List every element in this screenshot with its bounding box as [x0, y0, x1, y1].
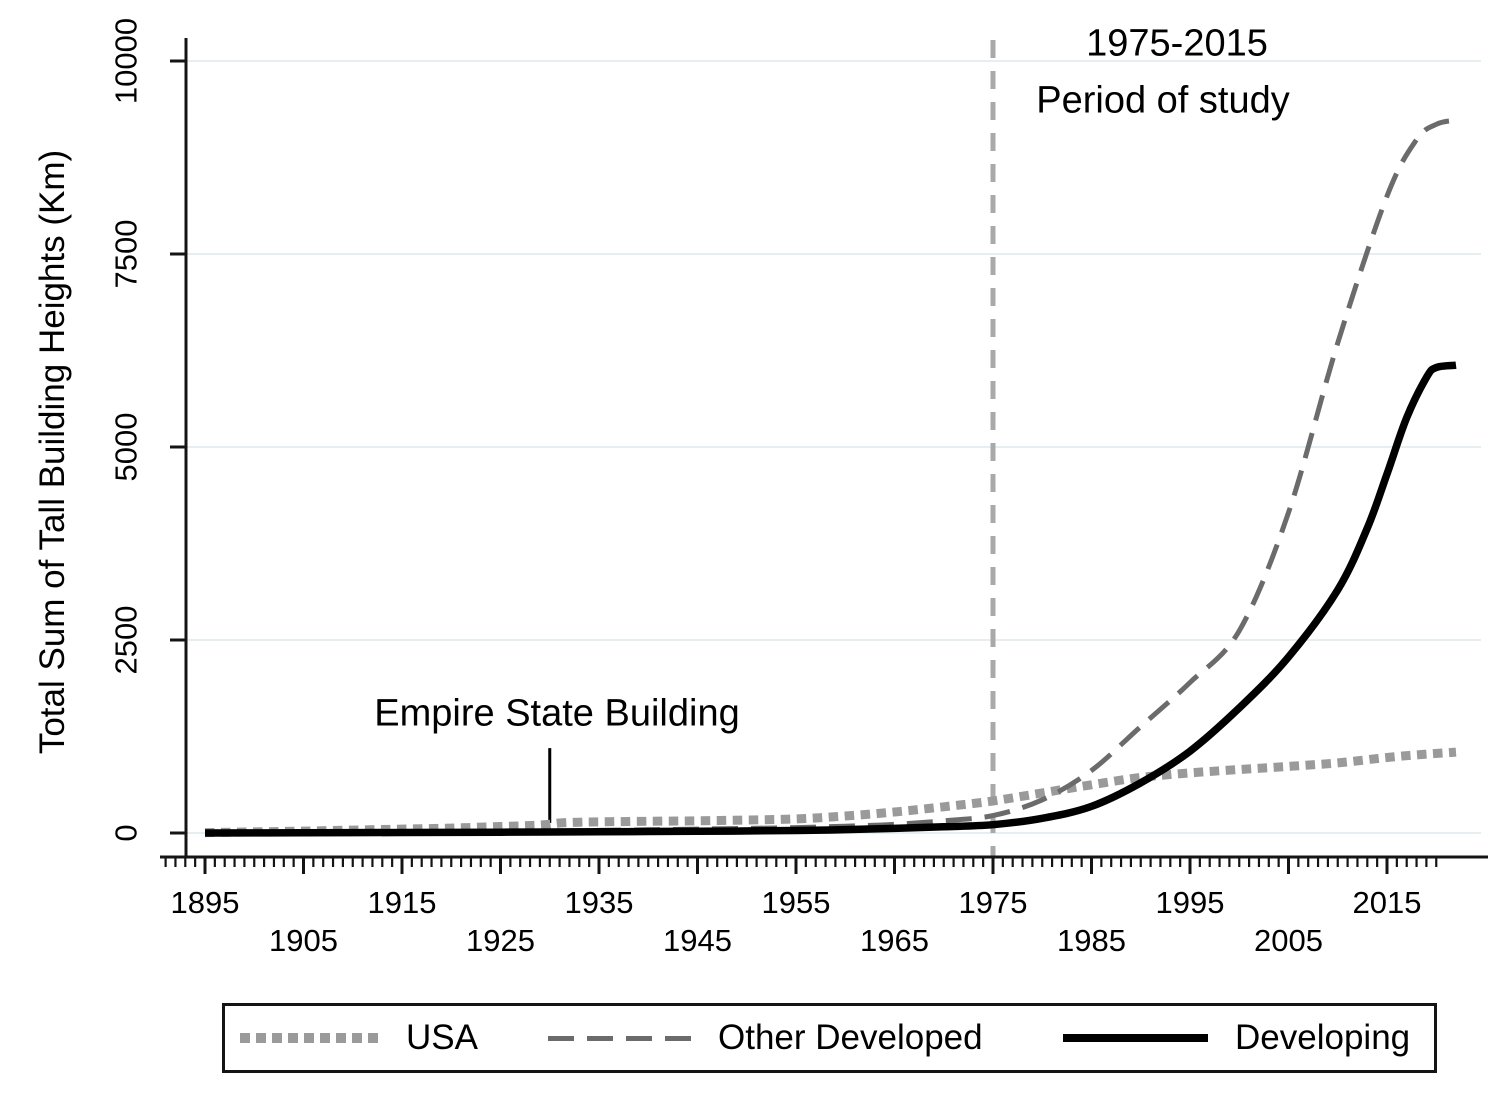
- legend-item-other-developed: Other Developed: [548, 1006, 983, 1070]
- x-tick-label-1985: 1985: [1057, 923, 1126, 958]
- x-tick-label-1995: 1995: [1156, 885, 1225, 920]
- usa-line-sample-icon: [240, 1033, 379, 1043]
- x-tick-label-1905: 1905: [269, 923, 338, 958]
- developing-line: [204, 361, 1457, 837]
- y-tick-label-10000: 10000: [109, 18, 144, 104]
- annotation-period-label: Period of study: [1036, 79, 1290, 122]
- legend-item-developing: Developing: [1063, 1006, 1410, 1070]
- annotation-period-range: 1975-2015: [1086, 22, 1268, 65]
- x-tick-label-1925: 1925: [466, 923, 535, 958]
- legend-label-developing: Developing: [1235, 1018, 1411, 1057]
- x-tick-label-1955: 1955: [762, 885, 831, 920]
- legend-label-other-developed: Other Developed: [718, 1018, 983, 1057]
- legend: USA Other Developed Developing: [222, 1003, 1437, 1073]
- y-tick-label-0: 0: [109, 824, 144, 841]
- legend-label-usa: USA: [406, 1018, 478, 1057]
- x-tick-label-2005: 2005: [1254, 923, 1323, 958]
- x-tick-label-1965: 1965: [860, 923, 929, 958]
- x-tick-label-1935: 1935: [565, 885, 634, 920]
- other-developed-line-sample-icon: [548, 1035, 691, 1041]
- annotation-empire-state-building: Empire State Building: [374, 692, 740, 735]
- x-tick-label-1975: 1975: [959, 885, 1028, 920]
- y-tick-label-7500: 7500: [109, 220, 144, 289]
- x-tick-label-1895: 1895: [171, 885, 240, 920]
- usa-line: [204, 747, 1457, 838]
- y-tick-label-2500: 2500: [109, 606, 144, 675]
- x-tick-label-2015: 2015: [1353, 885, 1422, 920]
- x-tick-label-1945: 1945: [663, 923, 732, 958]
- y-tick-label-5000: 5000: [109, 413, 144, 482]
- y-axis-title: Total Sum of Tall Building Heights (Km): [33, 149, 72, 755]
- legend-item-usa: USA: [240, 1006, 478, 1070]
- x-tick-label-1915: 1915: [368, 885, 437, 920]
- developing-line-sample-icon: [1063, 1034, 1208, 1042]
